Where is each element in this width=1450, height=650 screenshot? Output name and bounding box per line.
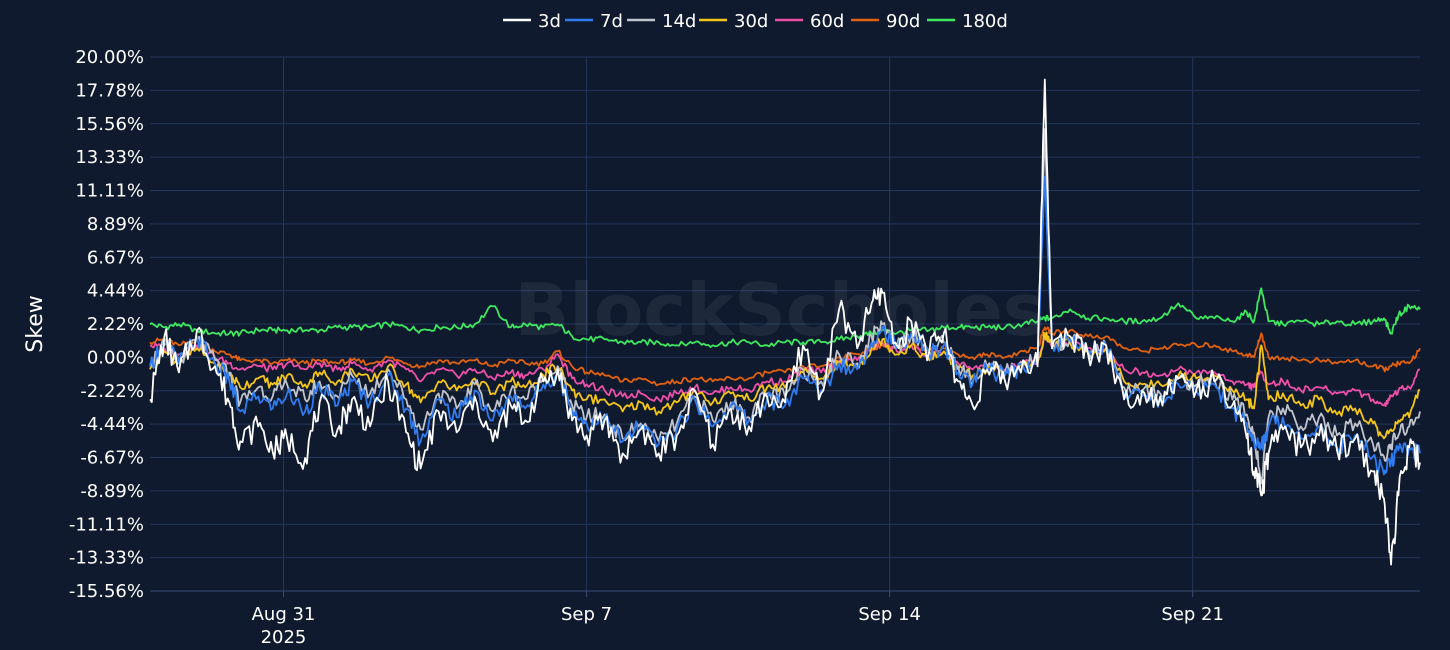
y-axis-title: Skew: [23, 295, 48, 352]
x-tick-label: Aug 31: [252, 604, 316, 625]
y-tick-label: 20.00%: [75, 47, 144, 68]
y-tick-label: 8.89%: [87, 214, 144, 235]
y-tick-label: 6.67%: [87, 247, 144, 268]
series-lines: [149, 78, 1421, 566]
legend-label-30d: 30d: [734, 11, 768, 32]
legend-label-7d: 7d: [600, 11, 623, 32]
series-line-7d: [149, 176, 1421, 476]
x-tick-label: Sep 7: [561, 604, 612, 625]
y-tick-label: 13.33%: [75, 147, 144, 168]
legend: 3d 7d 14d 30d 60d 90d 180d: [503, 11, 1008, 32]
y-tick-label: 2.22%: [87, 314, 144, 335]
y-tick-label: -6.67%: [80, 448, 144, 469]
y-tick-label: 11.11%: [75, 181, 144, 202]
legend-label-90d: 90d: [886, 11, 920, 32]
legend-label-3d: 3d: [538, 11, 561, 32]
y-tick-label: 15.56%: [75, 114, 144, 135]
y-tick-label: -8.89%: [80, 481, 144, 502]
x-tick-label: Sep 21: [1161, 604, 1224, 625]
series-line-180d: [149, 287, 1421, 348]
y-tick-label: -13.33%: [69, 548, 144, 569]
series-line-3d: [149, 78, 1421, 566]
y-tick-label: 0.00%: [87, 347, 144, 368]
y-tick-label: 4.44%: [87, 281, 144, 302]
series-line-14d: [149, 128, 1421, 485]
series-line-30d: [149, 331, 1421, 440]
x-tick-label: Sep 14: [858, 604, 921, 625]
y-tick-label: -15.56%: [69, 581, 144, 602]
x-tick-sublabel: 2025: [261, 627, 307, 648]
y-tick-label: -11.11%: [69, 514, 144, 535]
y-tick-label: 17.78%: [75, 80, 144, 101]
y-tick-label: -2.22%: [80, 381, 144, 402]
legend-label-180d: 180d: [962, 11, 1008, 32]
series-line-60d: [149, 333, 1421, 407]
legend-label-14d: 14d: [662, 11, 696, 32]
legend-label-60d: 60d: [810, 11, 844, 32]
y-axis-ticks: 20.00% 17.78% 15.56% 13.33% 11.11% 8.89% 6.67%…: [69, 47, 144, 602]
y-tick-label: -4.44%: [80, 414, 144, 435]
